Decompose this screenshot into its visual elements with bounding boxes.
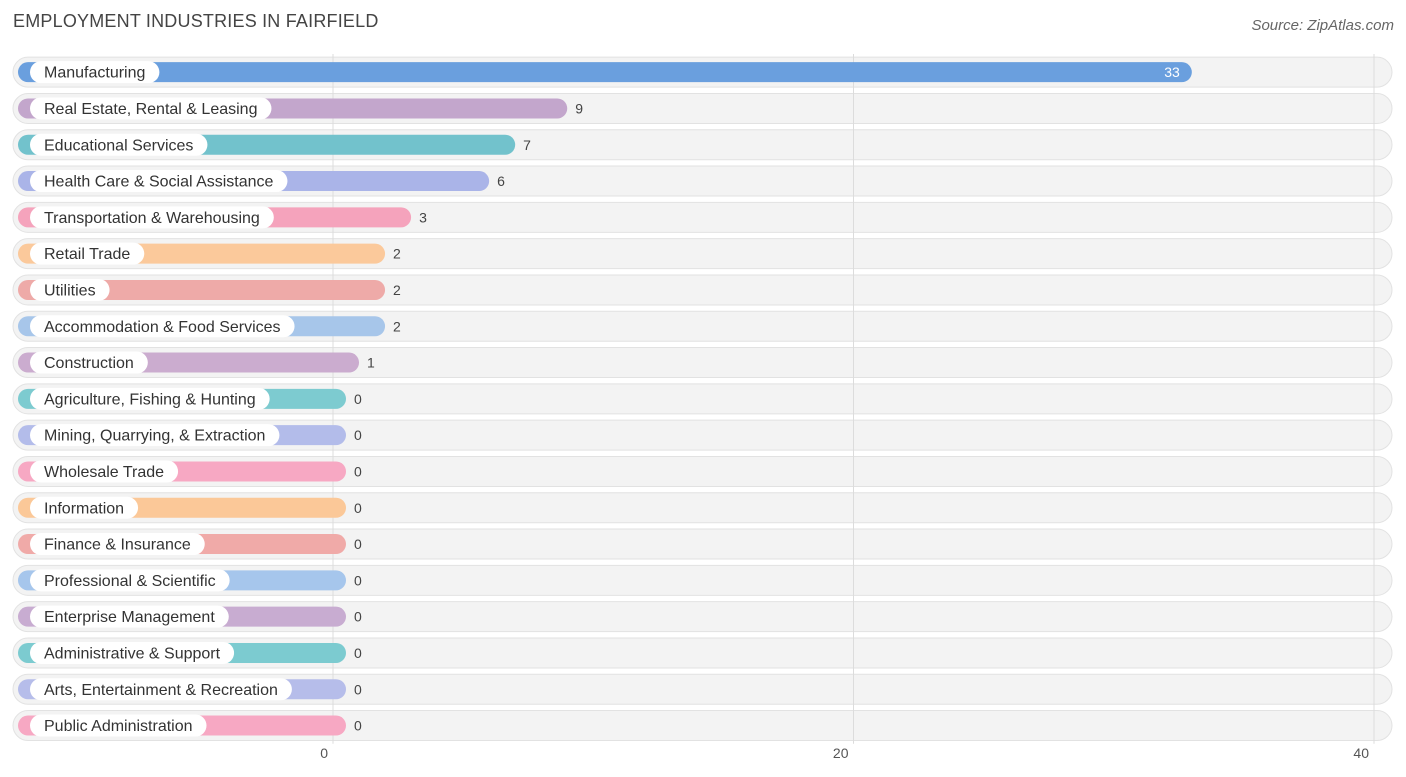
data-label: 6 [497,173,505,189]
bar-label-pill [30,315,295,338]
bar [18,279,386,300]
bar-label: Educational Services [44,137,193,154]
bar-label-pill [30,387,270,410]
x-tick-label: 40 [1353,745,1369,761]
bar-label: Accommodation & Food Services [44,319,281,336]
x-tick-label: 0 [320,745,328,761]
bar-label-pill [30,170,288,193]
data-label: 2 [393,318,401,334]
bar-label: Utilities [44,282,96,299]
data-label: 0 [354,391,362,407]
row-background [12,455,1393,487]
bar-label-pill [30,678,292,701]
bar-label: Agriculture, Fishing & Hunting [44,391,256,408]
bar-label: Transportation & Warehousing [44,210,260,227]
bar-label-pill [30,424,280,447]
row-background [12,601,1393,633]
chart-title: EMPLOYMENT INDUSTRIES IN FAIRFIELD [13,11,379,31]
bar-label-pill [30,351,148,374]
bar-label-pill [30,460,179,483]
data-label: 0 [354,572,362,588]
bar-label: Enterprise Management [44,609,215,626]
bar-label-pill [30,533,205,556]
bar-label: Health Care & Social Assistance [44,174,274,191]
bar-label: Professional & Scientific [44,573,216,590]
bar-label-pill [30,605,229,628]
data-label: 0 [354,500,362,516]
bar-label: Construction [44,355,134,372]
bar-label-pill [30,714,207,737]
data-label: 0 [354,427,362,443]
data-label: 33 [1164,64,1180,80]
x-tick-label: 20 [833,745,849,761]
data-label: 9 [575,100,583,116]
row-background [12,347,1393,379]
row-background [12,419,1393,451]
data-label: 0 [354,645,362,661]
data-label: 7 [523,137,531,153]
bar-label: Finance & Insurance [44,537,191,554]
row-background [12,528,1393,560]
row-background [12,637,1393,669]
bar-label: Public Administration [44,718,193,735]
data-label: 0 [354,718,362,734]
data-label: 0 [354,536,362,552]
row-background [12,564,1393,596]
bar-label: Manufacturing [44,65,145,82]
row-background [12,710,1393,742]
bar-label: Mining, Quarrying, & Extraction [44,428,265,445]
bar-label-pill [30,206,274,229]
data-label: 0 [354,609,362,625]
bar-label: Information [44,500,124,517]
bar [18,62,1192,83]
bar-label-pill [30,133,208,156]
bar-label: Arts, Entertainment & Recreation [44,682,278,699]
source-label: Source: ZipAtlas.com [1251,17,1394,34]
row-background [12,383,1393,415]
data-label: 1 [367,355,375,371]
data-label: 3 [419,209,427,225]
data-label: 0 [354,463,362,479]
bar-label: Retail Trade [44,246,130,263]
bar-label: Real Estate, Rental & Leasing [44,101,257,118]
bar-label-pill [30,496,139,519]
bar-label-pill [30,569,230,592]
bar-label-pill [30,278,110,301]
data-label: 2 [393,282,401,298]
bar-label-pill [30,61,160,84]
bar-label: Administrative & Support [44,645,221,662]
bar-label-pill [30,641,235,664]
bar-label-pill [30,242,145,265]
data-label: 0 [354,681,362,697]
row-background [12,673,1393,705]
row-background [12,492,1393,524]
bar-label-pill [30,97,272,120]
data-label: 2 [393,246,401,262]
bar-label: Wholesale Trade [44,464,164,481]
